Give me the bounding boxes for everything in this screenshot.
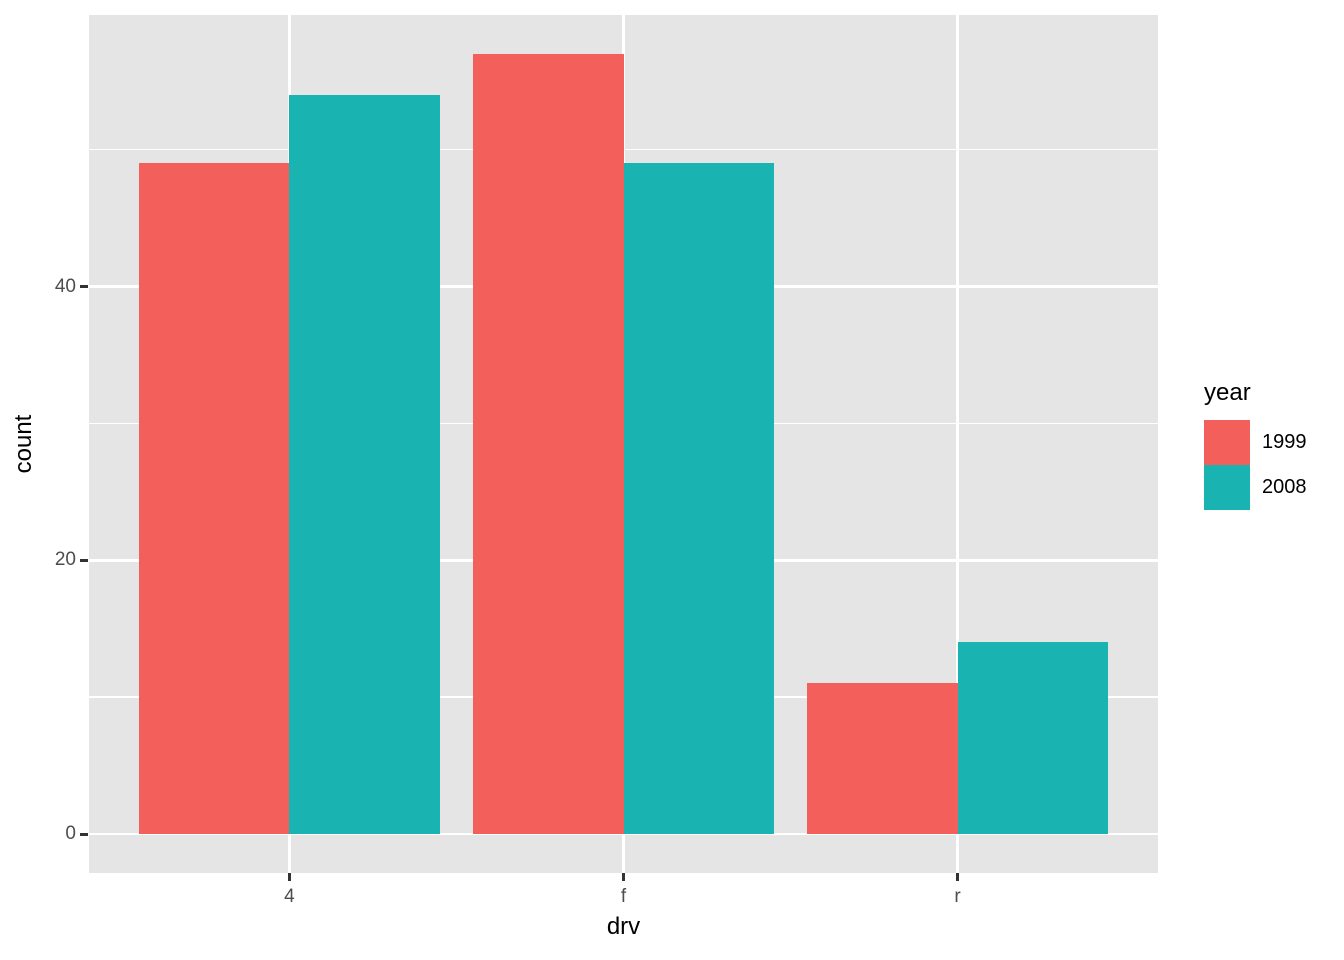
y-tick-label: 20 bbox=[54, 549, 76, 571]
bar-r-1999 bbox=[807, 683, 958, 834]
x-tick-label: f bbox=[620, 886, 627, 907]
gridline-minor bbox=[89, 149, 1158, 151]
y-tick-label: 0 bbox=[65, 823, 76, 844]
x-axis-title: drv bbox=[606, 913, 641, 940]
legend-key-swatch bbox=[1204, 465, 1250, 510]
legend: year 1999 2008 bbox=[1204, 379, 1344, 510]
x-tick-mark bbox=[622, 873, 625, 881]
plot-panel bbox=[89, 15, 1158, 873]
bar-f-1999 bbox=[473, 54, 624, 834]
legend-title: year bbox=[1204, 379, 1251, 406]
y-tick-mark bbox=[80, 285, 88, 289]
bar-r-2008 bbox=[957, 642, 1108, 834]
legend-entries: 1999 2008 bbox=[1204, 420, 1344, 510]
legend-entry-1999: 1999 bbox=[1204, 420, 1344, 465]
y-tick-mark bbox=[80, 558, 88, 562]
legend-label: 2008 bbox=[1262, 476, 1307, 498]
bar-4-2008 bbox=[289, 95, 440, 834]
x-tick-mark bbox=[956, 873, 960, 881]
x-tick-mark bbox=[287, 873, 291, 881]
legend-key-swatch bbox=[1204, 420, 1250, 465]
y-tick-mark bbox=[80, 832, 88, 836]
gridline-major bbox=[89, 832, 1158, 836]
x-tick-label: r bbox=[954, 886, 961, 907]
y-tick-label: 40 bbox=[54, 275, 76, 297]
y-axis-title-text: count bbox=[10, 414, 37, 474]
legend-label: 1999 bbox=[1262, 431, 1307, 453]
gridline-vertical bbox=[956, 15, 959, 873]
x-tick-label: 4 bbox=[284, 886, 295, 907]
bar-4-1999 bbox=[139, 163, 290, 834]
bar-f-2008 bbox=[623, 163, 774, 834]
legend-entry-2008: 2008 bbox=[1204, 465, 1344, 510]
